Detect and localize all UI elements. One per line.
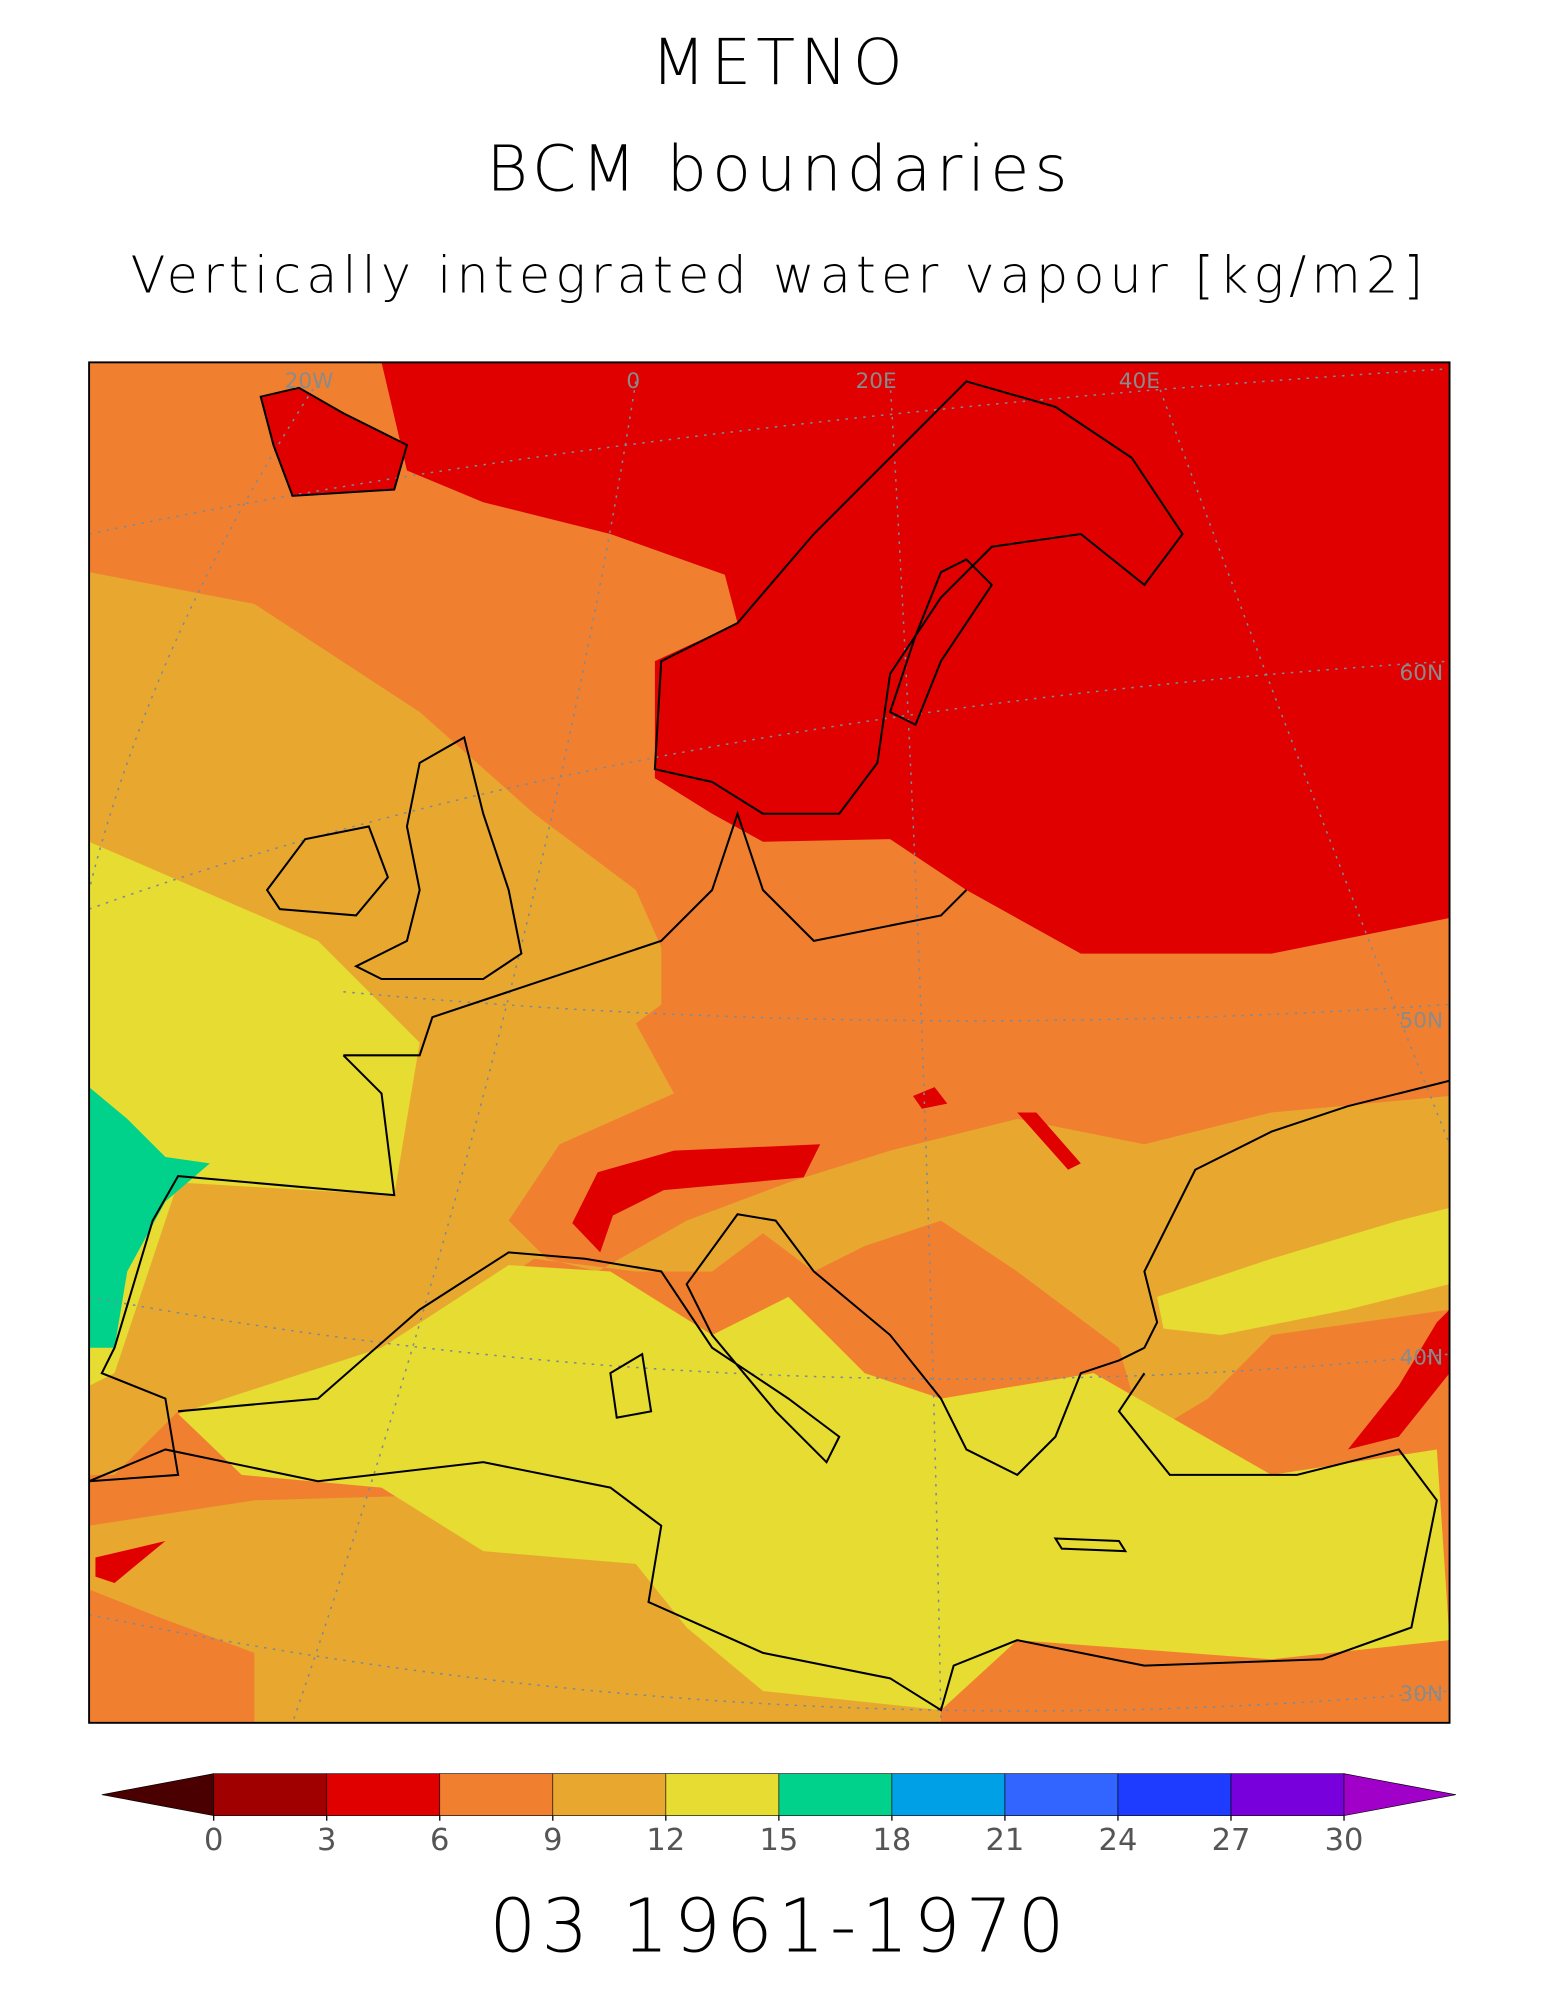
colorbar-bin <box>891 1773 1006 1816</box>
field-region <box>1157 1207 1450 1336</box>
colorbar-tick-label: 3 <box>317 1823 336 1858</box>
field-region <box>1347 1309 1450 1450</box>
colorbar-bin <box>326 1773 441 1816</box>
colorbar-bin <box>552 1773 667 1816</box>
period-label: 03 1961-1970 <box>489 1885 1069 1970</box>
colorbar-tick-label: 30 <box>1325 1823 1364 1858</box>
colorbar-tick-label: 27 <box>1212 1823 1251 1858</box>
coastline <box>265 825 390 917</box>
lon-label: 20W <box>285 369 334 394</box>
lat-label: 40N <box>1400 1345 1444 1370</box>
coastline <box>343 810 968 1057</box>
colorbar-tick-label: 0 <box>204 1823 223 1858</box>
field-region <box>95 1541 166 1583</box>
colorbar-tick-label: 6 <box>430 1823 449 1858</box>
colorbar-tick-label: 24 <box>1099 1823 1138 1858</box>
colorbar-bin <box>1117 1773 1232 1816</box>
field-region <box>912 1087 948 1109</box>
lat-label: 30N <box>1400 1682 1444 1707</box>
colorbar-tick-label: 15 <box>759 1823 798 1858</box>
lat-label: 60N <box>1400 661 1444 686</box>
colorbar-bin <box>1004 1773 1119 1816</box>
field-region <box>89 1493 941 1723</box>
colorbar-bin <box>213 1773 328 1816</box>
field-region <box>89 1087 210 1348</box>
field-region <box>260 387 407 496</box>
subtitle: BCM boundaries <box>486 132 1072 206</box>
field-region <box>89 841 420 1386</box>
colorbar-extension <box>101 1773 215 1817</box>
lat-label: 50N <box>1400 1008 1444 1033</box>
field-region <box>178 1265 1450 1711</box>
colorbar-tick-label: 18 <box>872 1823 911 1858</box>
colorbar-bin <box>778 1773 893 1816</box>
colorbar-tick-label: 21 <box>986 1823 1025 1858</box>
lon-label: 40E <box>1119 369 1160 394</box>
coastline <box>89 1054 396 1483</box>
coastline <box>888 558 994 727</box>
graticule <box>1156 381 1450 1145</box>
coastline <box>653 380 1184 815</box>
colorbar-bin <box>439 1773 554 1816</box>
coastline <box>259 386 409 497</box>
colorbar-tick-label: 9 <box>543 1823 562 1858</box>
variable-label: Vertically integrated water vapour [kg/m… <box>131 245 1429 304</box>
field-region <box>1017 1112 1081 1170</box>
map: 20W 0 20E 40E 60N 50N 40N 30N <box>88 361 1451 1724</box>
coastline <box>609 1352 653 1419</box>
graticule <box>343 990 1450 1022</box>
colorbar: 0 3 6 9 12 15 18 21 24 27 30 <box>101 1773 1456 1858</box>
lon-label: 0 <box>626 369 640 394</box>
colorbar-bin <box>1230 1773 1345 1816</box>
graticule <box>89 660 1450 910</box>
field-region <box>381 362 1450 954</box>
field-region <box>89 572 1450 1475</box>
colorbar-tick-label: 12 <box>646 1823 685 1858</box>
field-region <box>572 1144 821 1253</box>
coastline <box>89 1372 1438 1712</box>
lon-label: 20E <box>856 369 897 394</box>
coastline <box>353 735 523 981</box>
coastline <box>178 1079 1450 1477</box>
colorbar-bin <box>665 1773 780 1816</box>
colorbar-extension <box>1343 1773 1456 1817</box>
coastline <box>1053 1537 1128 1553</box>
graticule <box>291 381 637 1723</box>
map-frame <box>88 361 1451 1724</box>
title: METNO <box>651 25 908 99</box>
